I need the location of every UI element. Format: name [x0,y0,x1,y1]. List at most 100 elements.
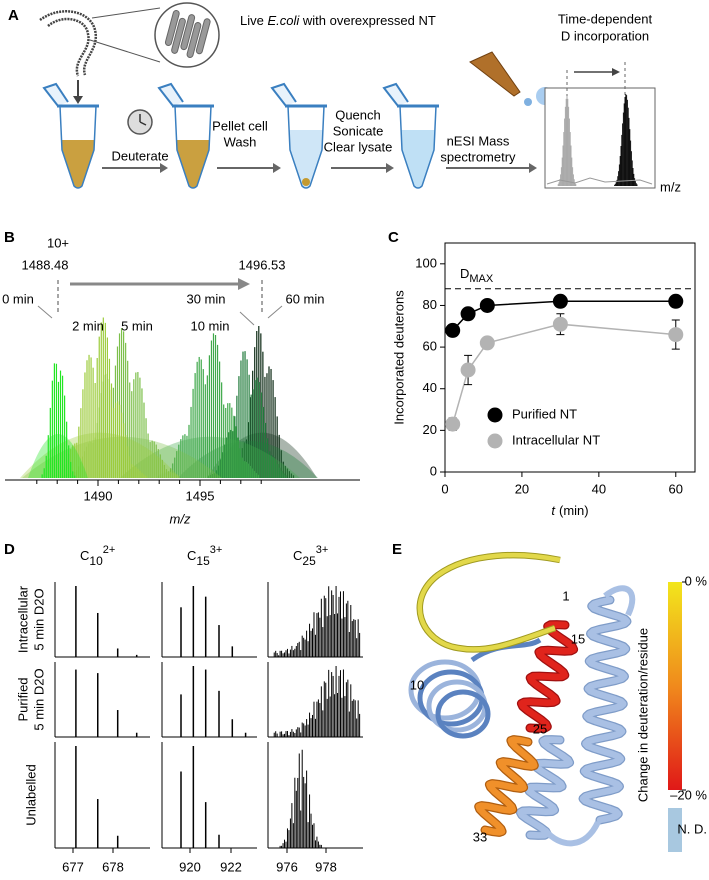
nd-label: N. D. [677,821,707,836]
arrowhead [238,278,250,290]
residue-label: 25 [533,721,547,736]
panel-letter: E [392,541,402,558]
data-point [668,327,684,343]
row-label: Purified [15,677,30,721]
panel-letter: C [388,229,399,246]
colorbar-label: Change in deuteration/residue [635,628,650,802]
result-title: Time-dependent [558,11,653,26]
tube-body [287,105,325,189]
time-label: 0 min [2,291,34,306]
data-point [552,316,568,332]
tube-lid [42,82,69,107]
data-point [445,416,461,432]
y-tick-label: 100 [415,255,437,270]
x-axis-label: t (min) [551,503,588,518]
data-point [460,306,476,322]
time-label: 30 min [186,291,225,306]
data-point [668,293,684,309]
data-point [479,335,495,351]
peak-dash [57,280,263,312]
ion-name: C [187,548,196,563]
x-tick-label: 20 [515,481,529,496]
y-tick-label: 40 [423,380,437,395]
zoom-lines [89,7,161,63]
pellet [302,178,310,186]
nesi-needle [469,51,521,97]
tube-body [174,105,212,189]
tube-body [399,105,437,189]
step-label: Sonicate [333,123,384,138]
loop-blue [542,585,636,847]
x-tick-label: 677 [62,859,84,874]
result-title: D incorporation [561,28,649,43]
data-point [479,297,495,313]
reference-label: DMAX [460,266,494,284]
helix-icon [164,9,180,46]
nd-swatch [668,808,682,852]
y-tick-label: 20 [423,422,437,437]
helix-blue [517,736,573,839]
column-title: C153+ [187,544,222,568]
caption-part: E.coli [267,13,300,28]
time-label: 60 min [285,291,324,306]
legend-label: Intracellular NT [512,432,600,447]
caption: Live E.coli with overexpressed NT [240,13,436,28]
ms-noise [546,177,653,185]
y-tick-label: 60 [423,339,437,354]
row-label: 5 min D2O [31,588,46,650]
x-tick-label: 920 [179,859,201,874]
helix-orange [475,736,538,836]
time-label: 2 min [72,318,104,333]
x-tick-label: 976 [276,859,298,874]
droplet [524,98,532,106]
x-axis-label: m/z [170,511,191,526]
helix-icon [195,18,211,55]
step-label: Clear lysate [324,139,393,154]
ion-charge: 3+ [210,544,223,556]
helix-coil [435,689,491,739]
x-axis-label-unit: (min) [559,503,589,518]
legend-marker [487,407,503,423]
residue-label: 33 [473,829,487,844]
ion-index: 15 [196,554,210,568]
arrowhead [160,163,168,173]
time-label: 5 min [121,318,153,333]
legend-label: Purified NT [512,406,577,421]
x-tick-label: 60 [669,481,683,496]
arrowhead [273,163,281,173]
data-point [445,322,461,338]
label-pointer [37,305,283,326]
axis-label: m/z [660,179,681,194]
tube-lid [382,82,409,107]
x-tick-label: 978 [315,859,337,874]
row-label: Unlabelled [23,764,38,825]
peak-label: 1488.48 [22,257,69,272]
x-tick-label: 40 [592,481,606,496]
panel-letter: D [4,541,15,558]
clock-hands [139,114,147,126]
arrowhead [529,163,537,173]
x-tick-label: 0 [441,481,448,496]
column-title: C253+ [293,544,328,568]
x-tick-label: 922 [220,859,242,874]
step-label: spectrometry [440,149,516,164]
x-tick-label: 1495 [186,488,215,503]
tube-lid [270,82,297,107]
data-point [460,362,476,378]
y-tick-label: 0 [430,463,437,478]
arrowhead [73,96,83,104]
panel-letter: A [8,7,19,24]
x-tick-label: 1490 [84,488,113,503]
helix-icon [180,14,196,51]
tube-liquid [401,130,435,188]
helix-blue [579,596,631,824]
x-tick-label: 678 [102,859,124,874]
time-label: 10 min [190,318,229,333]
arrowhead [612,68,620,76]
arrowhead [386,163,394,173]
tube-liquid [176,140,210,188]
reference-label-main: D [460,266,469,281]
row-label: 5 min D2O [31,668,46,730]
helix-icon [186,21,202,58]
